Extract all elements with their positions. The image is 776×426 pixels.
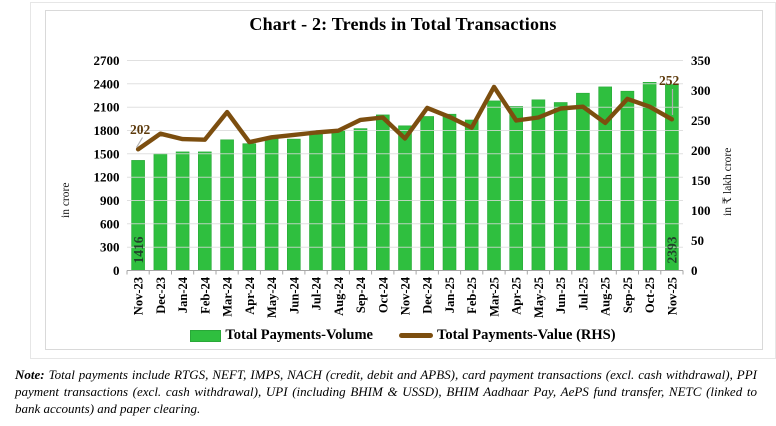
right-axis-tick-label: 0 [691,263,698,278]
volume-bar-Jan-24 [175,151,190,271]
value-line [135,84,675,152]
x-tick-label: Apr-24 [243,276,257,314]
x-tick-label: Nov-25 [665,277,679,315]
volume-series-swatch [190,329,222,342]
right-axis-title: in ₹ lakh crore [722,147,734,216]
x-tick-label: May-24 [265,276,279,318]
volume-bar-Jun-24 [286,138,301,271]
bar-data-label: 1416 [131,236,146,263]
chart-title: Chart - 2: Trends in Total Transactions [249,14,557,34]
x-tick-label: Mar-24 [221,276,235,317]
left-axis-tick-label: 2400 [94,76,120,91]
volume-bar-May-25 [531,99,546,271]
left-axis-tick-label: 1200 [94,170,120,185]
legend-label-volume: Total Payments-Volume [225,327,373,343]
x-tick-label: Sep-25 [621,277,635,313]
left-axis-tick-label: 1800 [94,123,120,138]
volume-bar-Jul-25 [576,92,590,271]
x-tick-label: Nov-24 [399,276,413,315]
note-text: Total payments include RTGS, NEFT, IMPS,… [15,367,757,416]
x-tick-label: Apr-25 [510,277,524,315]
x-tick-label: Mar-25 [488,277,502,317]
right-axis-tick-label: 200 [691,143,711,158]
x-tick-label: Jun-25 [554,277,568,314]
legend-label-value: Total Payments-Value (RHS) [436,327,616,343]
x-tick-label: Nov-23 [132,277,146,315]
x-tick-label: Oct-24 [376,276,390,313]
leader-line [135,137,144,148]
right-axis-tick-label: 150 [691,173,711,188]
left-axis-tick-label: 2700 [94,53,120,68]
x-tick-label: Jan-24 [176,276,190,313]
x-tick-label: Feb-24 [198,276,212,314]
volume-bar-Aug-25 [598,86,613,271]
line-data-label: 252 [659,73,680,88]
chart-note: Note: Total payments include RTGS, NEFT,… [15,366,757,417]
x-tick-label: Dec-24 [421,276,435,314]
volume-bar-Apr-25 [509,106,524,271]
x-tick-label: Oct-25 [643,277,657,313]
legend-item-volume: Total Payments-Volume [190,327,373,344]
volume-bar-Mar-24 [220,139,234,271]
legend-item-value: Total Payments-Value (RHS) [398,327,616,344]
line-data-label: 202 [130,122,151,137]
volume-bar-Apr-24 [242,143,257,271]
plot-area: 0 300 600 900 1200 1500 1800 2100 2400 2700 0 50 100… [94,53,711,318]
left-axis-title: in crore [60,182,72,218]
value-series-swatch [398,332,433,339]
volume-bar-Jun-25 [553,102,568,271]
bar-data-label: 2393 [665,236,680,263]
right-axis-tick-label: 100 [691,203,711,218]
volume-bar-Dec-23 [153,153,168,271]
left-axis-tick-label: 1500 [94,146,120,161]
note-label: Note: [15,367,45,382]
volume-bar-May-24 [264,138,279,271]
x-tick-label: Jan-25 [443,277,457,313]
x-tick-label: Jul-25 [576,277,590,310]
x-tick-label: Jul-24 [310,276,324,310]
volume-bar-Sep-24 [353,128,368,271]
volume-bar-Sep-25 [620,90,635,271]
x-tick-label: Aug-25 [599,277,613,316]
left-axis-tick-label: 2100 [94,100,120,115]
x-tick-label: Sep-24 [354,276,368,313]
x-tick-label: Feb-25 [465,277,479,314]
left-axis-tick-label: 0 [113,263,120,278]
left-axis-tick-label: 900 [100,193,120,208]
volume-bar-Mar-25 [487,100,501,271]
left-axis-tick-label: 300 [100,240,120,255]
x-tick-label: Dec-23 [154,277,168,314]
left-axis-tick-label: 600 [100,216,120,231]
right-axis-tick-label: 50 [691,233,704,248]
x-tick-label: May-25 [532,277,546,318]
volume-bar-Nov-24 [398,125,412,271]
x-tick-label: Aug-24 [332,276,346,316]
volume-bar-Feb-25 [464,119,479,271]
right-axis-tick-label: 350 [691,53,711,68]
right-axis-tick-label: 300 [691,83,711,98]
right-axis-tick-label: 250 [691,113,711,128]
x-tick-label: Jun-24 [287,276,301,314]
volume-bar-Feb-24 [198,151,212,271]
legend: Total Payments-Volume Total Payments-Val… [45,327,761,344]
